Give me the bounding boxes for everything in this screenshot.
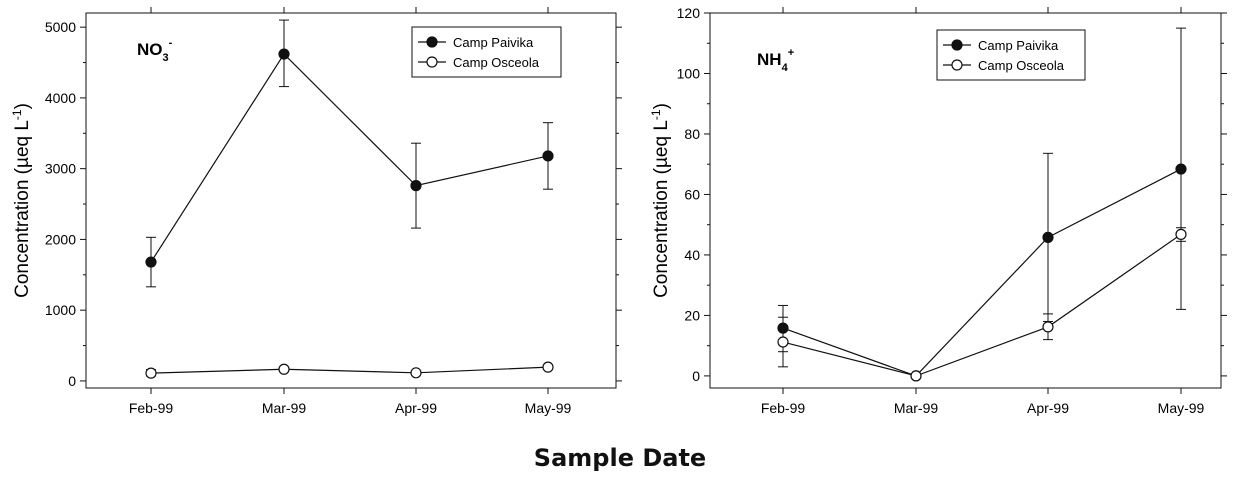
x-tick-label: Apr-99 xyxy=(1027,400,1069,416)
legend: Camp Paivika Camp Osceola xyxy=(411,26,562,78)
legend-box xyxy=(936,29,1086,81)
y-axis-label: Concentration (µeq L-1) xyxy=(649,103,672,298)
panel-label-superscript: + xyxy=(788,47,794,59)
panel-label-base: NO xyxy=(137,40,163,59)
x-tick-label: Mar-99 xyxy=(262,400,307,416)
legend-label: Camp Osceola xyxy=(978,58,1065,73)
data-point xyxy=(1042,231,1054,243)
y-tick-label: 80 xyxy=(684,126,700,142)
data-point xyxy=(145,256,157,268)
y-axis-label: Concentration (µeq L-1) xyxy=(10,103,33,298)
data-point xyxy=(278,363,290,375)
y-axis-label-close: ) xyxy=(651,103,672,109)
data-point xyxy=(1175,228,1187,240)
y-tick-label: 20 xyxy=(684,307,700,323)
y-axis-label-sup: -1 xyxy=(10,109,24,120)
legend-label: Camp Paivika xyxy=(453,35,534,50)
series-camp-osceola xyxy=(777,227,1187,382)
data-point xyxy=(410,367,422,379)
y-axis-label-text: Concentration (µeq L xyxy=(12,120,33,298)
panel-label-subscript: 4 xyxy=(782,62,789,74)
y-tick-label: 5000 xyxy=(45,19,76,35)
y-axis-label-sup: -1 xyxy=(649,109,663,120)
series-line xyxy=(782,233,1182,377)
panel-label-base: NH xyxy=(757,50,782,69)
series-camp-paivika xyxy=(777,27,1187,382)
legend-marker xyxy=(951,59,963,71)
data-point xyxy=(145,367,157,379)
y-tick-label: 60 xyxy=(684,186,700,202)
series-camp-paivika xyxy=(145,19,554,288)
y-tick-label: 3000 xyxy=(45,161,76,177)
data-point xyxy=(542,150,554,162)
legend-label: Camp Osceola xyxy=(453,55,540,70)
plot-frame xyxy=(85,12,617,389)
x-tick-label: May-99 xyxy=(1158,400,1205,416)
y-axis-label-text: Concentration (µeq L xyxy=(651,120,672,298)
chart-no3-panel: 0 1000 2000 3000 4000 5000 Feb-99 Mar-99 Apr-99 M… xyxy=(10,7,622,416)
data-point xyxy=(910,370,922,382)
data-point xyxy=(777,336,789,348)
x-tick-label: Feb-99 xyxy=(761,400,806,416)
data-point xyxy=(1175,163,1187,175)
plot-frame xyxy=(709,12,1222,389)
series-line xyxy=(782,168,1182,377)
panel-label: NO3- xyxy=(137,37,173,64)
legend-marker xyxy=(426,36,438,48)
legend-label: Camp Paivika xyxy=(978,38,1059,53)
panel-label-superscript: - xyxy=(169,37,173,49)
y-axis-label-close: ) xyxy=(12,103,33,109)
y-tick-label: 1000 xyxy=(45,302,76,318)
data-point xyxy=(278,48,290,60)
y-tick-label: 2000 xyxy=(45,231,76,247)
x-tick-label: Apr-99 xyxy=(395,400,437,416)
series-line xyxy=(150,53,549,263)
legend-box xyxy=(411,26,562,78)
legend-marker xyxy=(426,56,438,68)
x-tick-label: May-99 xyxy=(525,400,572,416)
shared-x-axis-label: Sample Date xyxy=(533,444,707,472)
legend-marker xyxy=(951,39,963,51)
series-line xyxy=(150,366,549,374)
panel-label: NH4 + xyxy=(757,47,794,74)
series-camp-osceola xyxy=(145,361,554,379)
y-tick-label: 40 xyxy=(684,247,700,263)
y-tick-label: 120 xyxy=(677,5,701,21)
y-tick-label: 0 xyxy=(692,368,700,384)
panel-label-subscript: 3 xyxy=(163,52,169,64)
x-tick-label: Mar-99 xyxy=(894,400,939,416)
y-tick-label: 4000 xyxy=(45,90,76,106)
chart-nh4-panel: 0 20 40 60 80 100 120 Feb-99 Mar-99 Apr-99 May-99 C… xyxy=(649,5,1227,416)
data-point xyxy=(410,180,422,192)
data-point xyxy=(1042,321,1054,333)
x-tick-label: Feb-99 xyxy=(129,400,174,416)
data-point xyxy=(542,361,554,373)
y-tick-label: 0 xyxy=(68,373,76,389)
legend: Camp Paivika Camp Osceola xyxy=(936,29,1086,81)
y-tick-label: 100 xyxy=(677,65,701,81)
